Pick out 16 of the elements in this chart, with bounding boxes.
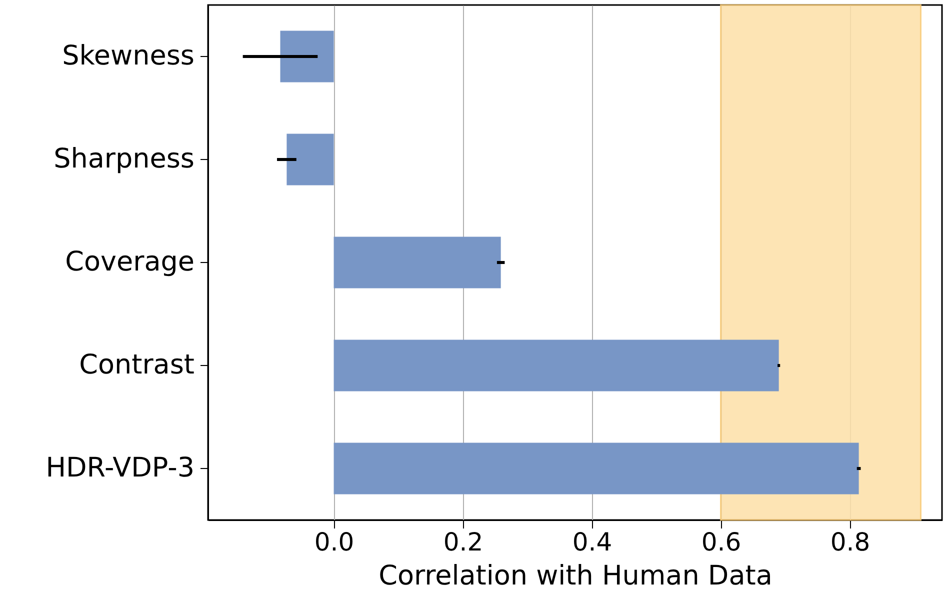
x-tick-label: 0.0 [314, 528, 354, 556]
y-tick-label: Coverage [65, 246, 194, 278]
y-tick-label: Sharpness [54, 144, 194, 174]
x-axis-title: Correlation with Human Data [378, 560, 772, 592]
bar [334, 340, 779, 392]
bar [334, 442, 859, 494]
bar [286, 134, 334, 186]
bar [280, 30, 334, 82]
x-tick-label: 0.6 [701, 528, 742, 556]
x-tick-label: 0.8 [830, 528, 870, 556]
y-tick-label: Skewness [62, 40, 194, 72]
bar [334, 236, 501, 288]
y-tick-label: HDR-VDP-3 [46, 452, 194, 484]
x-tick-label: 0.2 [443, 528, 484, 556]
x-tick-label: 0.4 [572, 528, 612, 556]
y-tick-label: Contrast [79, 350, 194, 380]
